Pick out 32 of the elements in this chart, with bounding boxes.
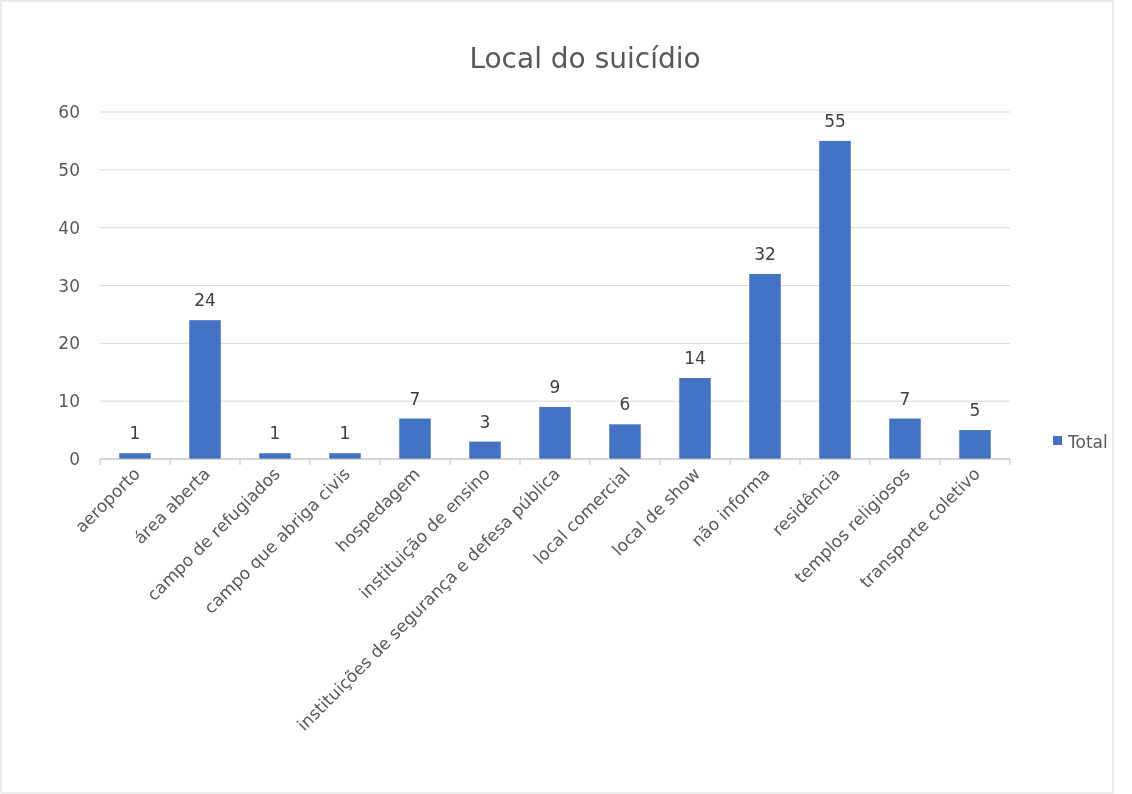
bar bbox=[679, 378, 711, 459]
data-label: 1 bbox=[339, 423, 351, 444]
data-label: 7 bbox=[409, 388, 421, 409]
data-label: 3 bbox=[479, 411, 491, 432]
bar bbox=[819, 140, 851, 459]
data-label: 7 bbox=[899, 388, 911, 409]
data-label: 32 bbox=[754, 243, 776, 264]
legend-label: Total bbox=[1067, 432, 1108, 452]
data-label: 1 bbox=[129, 423, 141, 444]
bar bbox=[889, 418, 921, 459]
bar bbox=[539, 406, 571, 459]
data-label: 14 bbox=[684, 348, 706, 369]
bar bbox=[749, 273, 781, 459]
data-label: 9 bbox=[549, 376, 561, 397]
data-label: 5 bbox=[969, 400, 981, 421]
bar bbox=[959, 430, 991, 459]
data-label: 6 bbox=[619, 394, 631, 415]
data-label: 24 bbox=[194, 290, 216, 311]
bar bbox=[189, 320, 221, 459]
data-label: 1 bbox=[269, 423, 281, 444]
y-tick-label: 60 bbox=[58, 102, 80, 122]
chart-title: Local do suicídio bbox=[469, 42, 701, 75]
data-label: 55 bbox=[824, 110, 846, 131]
y-tick-label: 30 bbox=[58, 275, 80, 296]
y-tick-label: 40 bbox=[58, 217, 80, 238]
y-tick-label: 10 bbox=[58, 391, 80, 412]
bar bbox=[609, 424, 641, 459]
y-tick-label: 50 bbox=[58, 159, 80, 180]
y-tick-label: 0 bbox=[69, 449, 80, 469]
bar bbox=[399, 418, 431, 459]
y-tick-label: 20 bbox=[58, 333, 80, 354]
bar bbox=[469, 441, 501, 459]
